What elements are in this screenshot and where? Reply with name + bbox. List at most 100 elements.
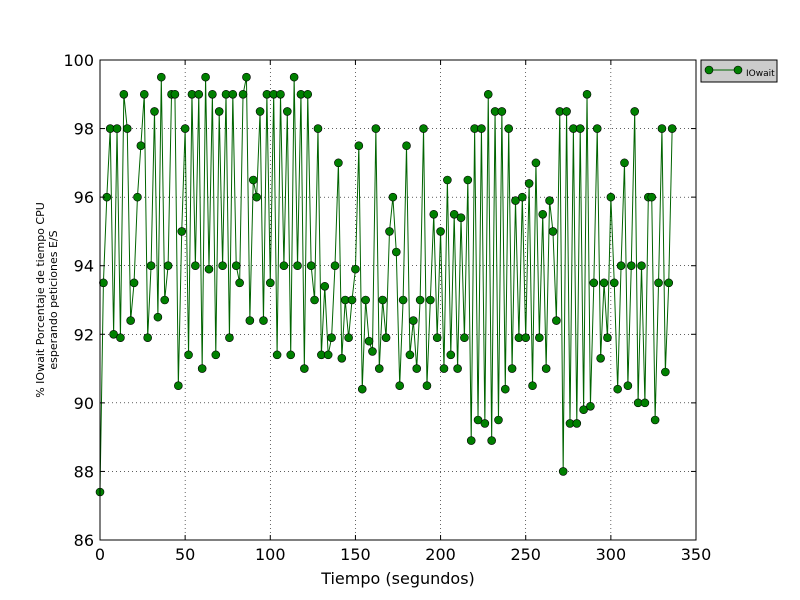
data-point xyxy=(163,261,173,271)
data-point xyxy=(616,261,626,271)
data-point xyxy=(609,278,619,288)
data-point xyxy=(177,227,187,236)
plot-frame xyxy=(99,59,697,541)
y-axis-title-line-1: % IOwait Porcentaje de tiempo CPU xyxy=(34,202,47,398)
data-point xyxy=(657,124,667,133)
data-point xyxy=(354,141,364,151)
data-point xyxy=(252,192,261,202)
axis-ticks: 0 50 100 150 200 250 300 350 86 88 90 92 94 96 98 100 xyxy=(63,51,711,564)
data-point xyxy=(378,295,387,305)
data-point xyxy=(323,350,333,360)
data-point xyxy=(259,316,268,325)
data-point xyxy=(374,364,384,373)
x-tick-label: 0 xyxy=(95,545,105,564)
data-point xyxy=(528,381,537,391)
data-point xyxy=(303,89,313,99)
data-point xyxy=(500,384,510,394)
data-point xyxy=(647,192,657,202)
data-point xyxy=(613,384,622,394)
data-point xyxy=(283,107,292,116)
data-point xyxy=(174,381,183,391)
y-axis-title-line-2: esperando peticiones E/S xyxy=(47,230,60,369)
data-point xyxy=(194,89,204,99)
y-axis-title: % IOwait Porcentaje de tiempo CPU espera… xyxy=(34,202,60,398)
data-point xyxy=(211,350,221,360)
y-tick-label: 100 xyxy=(63,51,94,70)
data-point xyxy=(208,89,217,99)
data-point xyxy=(395,381,405,391)
data-point xyxy=(487,436,496,445)
data-point xyxy=(582,89,592,99)
data-point xyxy=(180,124,190,133)
data-point xyxy=(361,295,370,305)
y-tick-label: 96 xyxy=(74,188,94,207)
data-point xyxy=(242,72,251,82)
data-point xyxy=(466,436,476,445)
data-point xyxy=(99,278,108,288)
data-point xyxy=(518,192,527,202)
data-point xyxy=(334,158,343,168)
data-point xyxy=(276,89,285,99)
data-point xyxy=(337,353,347,363)
data-point xyxy=(504,124,513,133)
data-point xyxy=(473,415,483,425)
data-point xyxy=(286,350,296,360)
data-point xyxy=(357,384,367,394)
data-point xyxy=(153,312,163,322)
data-point xyxy=(170,89,180,99)
x-axis-title: Tiempo (segundos) xyxy=(320,569,475,588)
data-point xyxy=(310,295,319,305)
data-point xyxy=(463,175,473,185)
data-point xyxy=(231,261,241,271)
data-point xyxy=(579,405,588,415)
data-point xyxy=(157,72,166,82)
data-point xyxy=(112,124,122,133)
data-point xyxy=(664,278,674,288)
data-point xyxy=(630,107,640,116)
data-point xyxy=(449,209,459,219)
data-point xyxy=(497,107,507,116)
data-point xyxy=(538,209,548,219)
data-point xyxy=(589,278,599,288)
data-point xyxy=(255,107,265,116)
data-point xyxy=(388,192,398,202)
data-point xyxy=(422,381,432,391)
data-point xyxy=(122,124,132,133)
data-point xyxy=(541,364,551,373)
x-tick-label: 100 xyxy=(255,545,286,564)
data-point xyxy=(511,196,520,205)
data-point xyxy=(146,261,156,271)
y-tick-label: 98 xyxy=(74,120,94,139)
x-tick-label: 350 xyxy=(681,545,712,564)
data-point xyxy=(637,261,646,271)
data-point xyxy=(197,364,207,373)
data-point xyxy=(347,295,357,305)
data-point xyxy=(426,295,435,305)
data-point xyxy=(218,261,227,271)
data-point xyxy=(265,278,275,288)
data-point xyxy=(456,213,466,223)
data-point xyxy=(667,124,677,133)
data-point xyxy=(143,333,152,343)
data-point xyxy=(160,295,170,305)
data-point xyxy=(320,281,330,291)
data-point xyxy=(620,158,629,168)
data-point xyxy=(238,89,248,99)
y-tick-label: 92 xyxy=(74,325,94,344)
data-point xyxy=(344,333,353,343)
data-point xyxy=(139,89,149,99)
x-tick-label: 300 xyxy=(596,545,627,564)
data-point xyxy=(327,333,336,343)
data-point xyxy=(531,158,541,168)
series-iowait xyxy=(95,72,677,497)
series-line xyxy=(99,77,673,493)
x-tick-label: 200 xyxy=(425,545,456,564)
data-point xyxy=(364,336,374,346)
data-point xyxy=(289,72,299,82)
legend: IOwait xyxy=(700,59,778,83)
data-point xyxy=(453,364,462,373)
data-point xyxy=(412,364,422,373)
data-point xyxy=(385,227,394,236)
